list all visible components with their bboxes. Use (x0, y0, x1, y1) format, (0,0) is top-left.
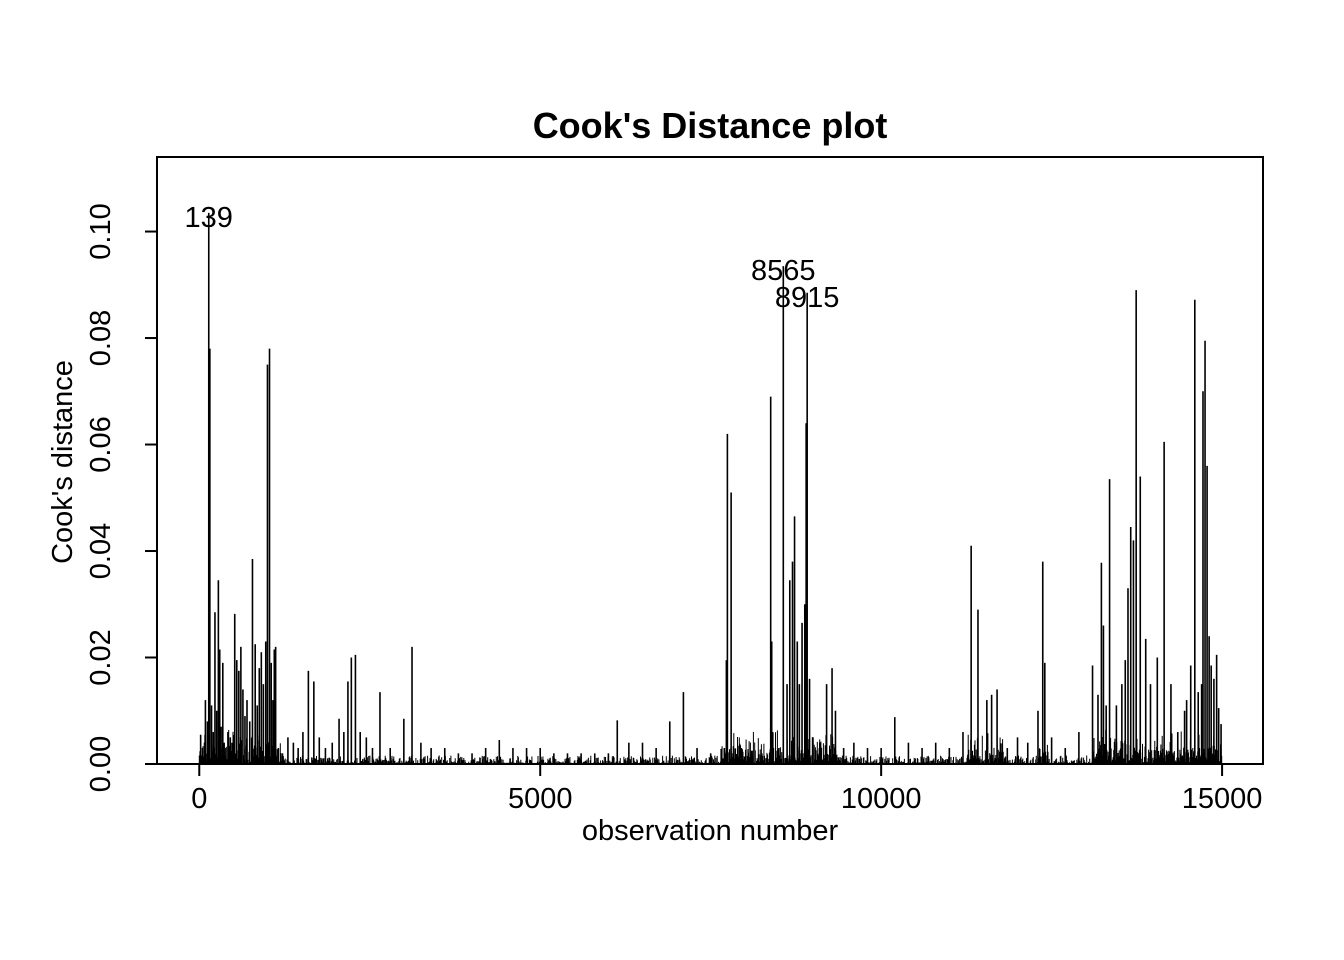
y-tick-label: 0.10 (85, 203, 117, 259)
x-tick-label: 5000 (508, 783, 573, 815)
y-tick-label: 0.02 (85, 629, 117, 685)
y-axis: 0.00 0.02 0.04 0.06 0.08 0.10 (85, 203, 158, 792)
x-tick-label: 0 (191, 783, 207, 815)
y-tick-label: 0.00 (85, 736, 117, 792)
point-label: 8565 (751, 255, 816, 287)
y-tick-label: 0.04 (85, 523, 117, 579)
chart-title: Cook's Distance plot (533, 105, 888, 146)
data-bars (199, 212, 1222, 764)
x-axis-label: observation number (582, 815, 839, 847)
x-tick-label: 15000 (1182, 783, 1263, 815)
y-axis-label: Cook's distance (47, 360, 79, 564)
x-axis: 0 5000 10000 15000 (191, 763, 1263, 815)
x-tick-label: 10000 (841, 783, 922, 815)
point-label: 8915 (775, 282, 840, 314)
y-tick-label: 0.08 (85, 310, 117, 366)
point-label: 139 (185, 202, 233, 234)
y-tick-label: 0.06 (85, 416, 117, 472)
